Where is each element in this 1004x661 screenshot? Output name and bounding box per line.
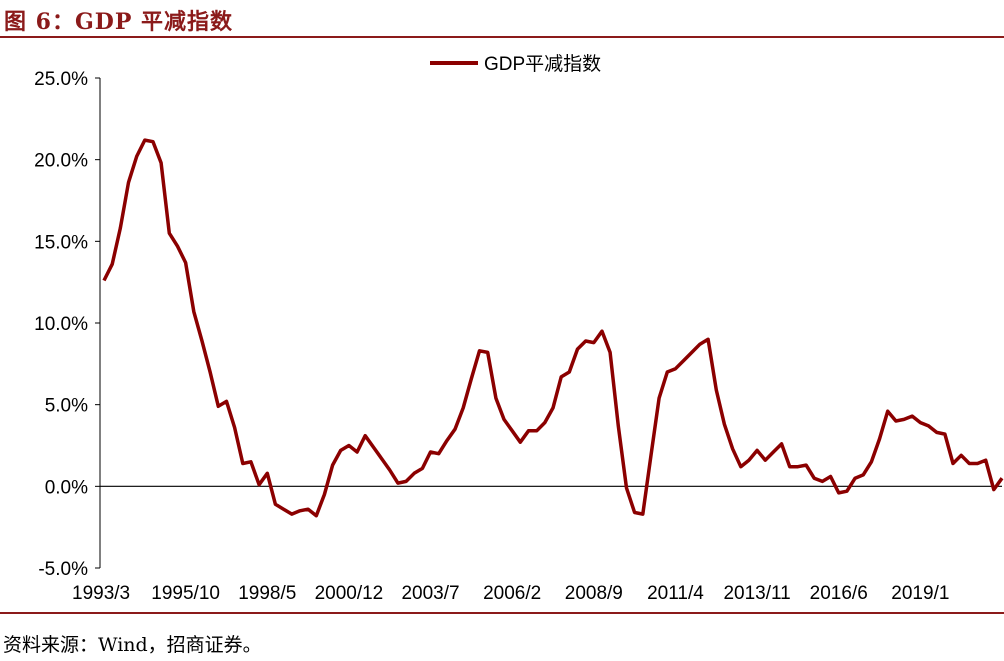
- x-tick-label: 2008/9: [565, 583, 623, 604]
- x-tick-label: 2003/7: [401, 583, 459, 604]
- series-line-gdp-deflator: [102, 138, 1004, 518]
- x-tick-label: 1995/10: [151, 583, 220, 604]
- x-tick-label: 2000/12: [315, 583, 384, 604]
- title-bar: 图 6：GDP 平减指数: [0, 0, 1004, 38]
- y-tick-label: 10.0%: [34, 314, 88, 335]
- x-tick-label: 1998/5: [238, 583, 296, 604]
- y-tick-label: 25.0%: [34, 69, 88, 90]
- y-tick-label: 15.0%: [34, 232, 88, 253]
- y-tick-label: 5.0%: [45, 396, 88, 417]
- gdp-deflator-chart: -5.0% 0.0% 5.0% 10.0% 15.0% 20.0% 25.0% 1993/3…: [34, 53, 1004, 604]
- page-title: 图 6：GDP 平减指数: [4, 9, 234, 35]
- x-tick-label: 2011/4: [647, 583, 704, 604]
- y-tick-label: 0.0%: [45, 477, 88, 498]
- x-tick-label: 1993/3: [72, 583, 130, 604]
- x-tick-label: 2016/6: [810, 583, 868, 604]
- x-tick-label: 2006/2: [483, 583, 541, 604]
- legend: GDP平减指数: [430, 53, 601, 75]
- x-axis: 1993/3 1995/10 1998/5 2000/12 2003/7 2006/2 20…: [72, 485, 1002, 604]
- source-note: 资料来源：Wind，招商证券。: [3, 634, 262, 656]
- y-axis: -5.0% 0.0% 5.0% 10.0% 15.0% 20.0% 25.0%: [34, 69, 101, 580]
- series-group: [102, 138, 1004, 518]
- legend-label: GDP平减指数: [484, 53, 601, 75]
- x-tick-label: 2013/11: [723, 583, 790, 604]
- x-tick-label: 2019/1: [891, 583, 949, 604]
- y-tick-label: -5.0%: [38, 559, 88, 580]
- footer-divider: [0, 612, 1004, 614]
- y-tick-label: 20.0%: [34, 151, 88, 172]
